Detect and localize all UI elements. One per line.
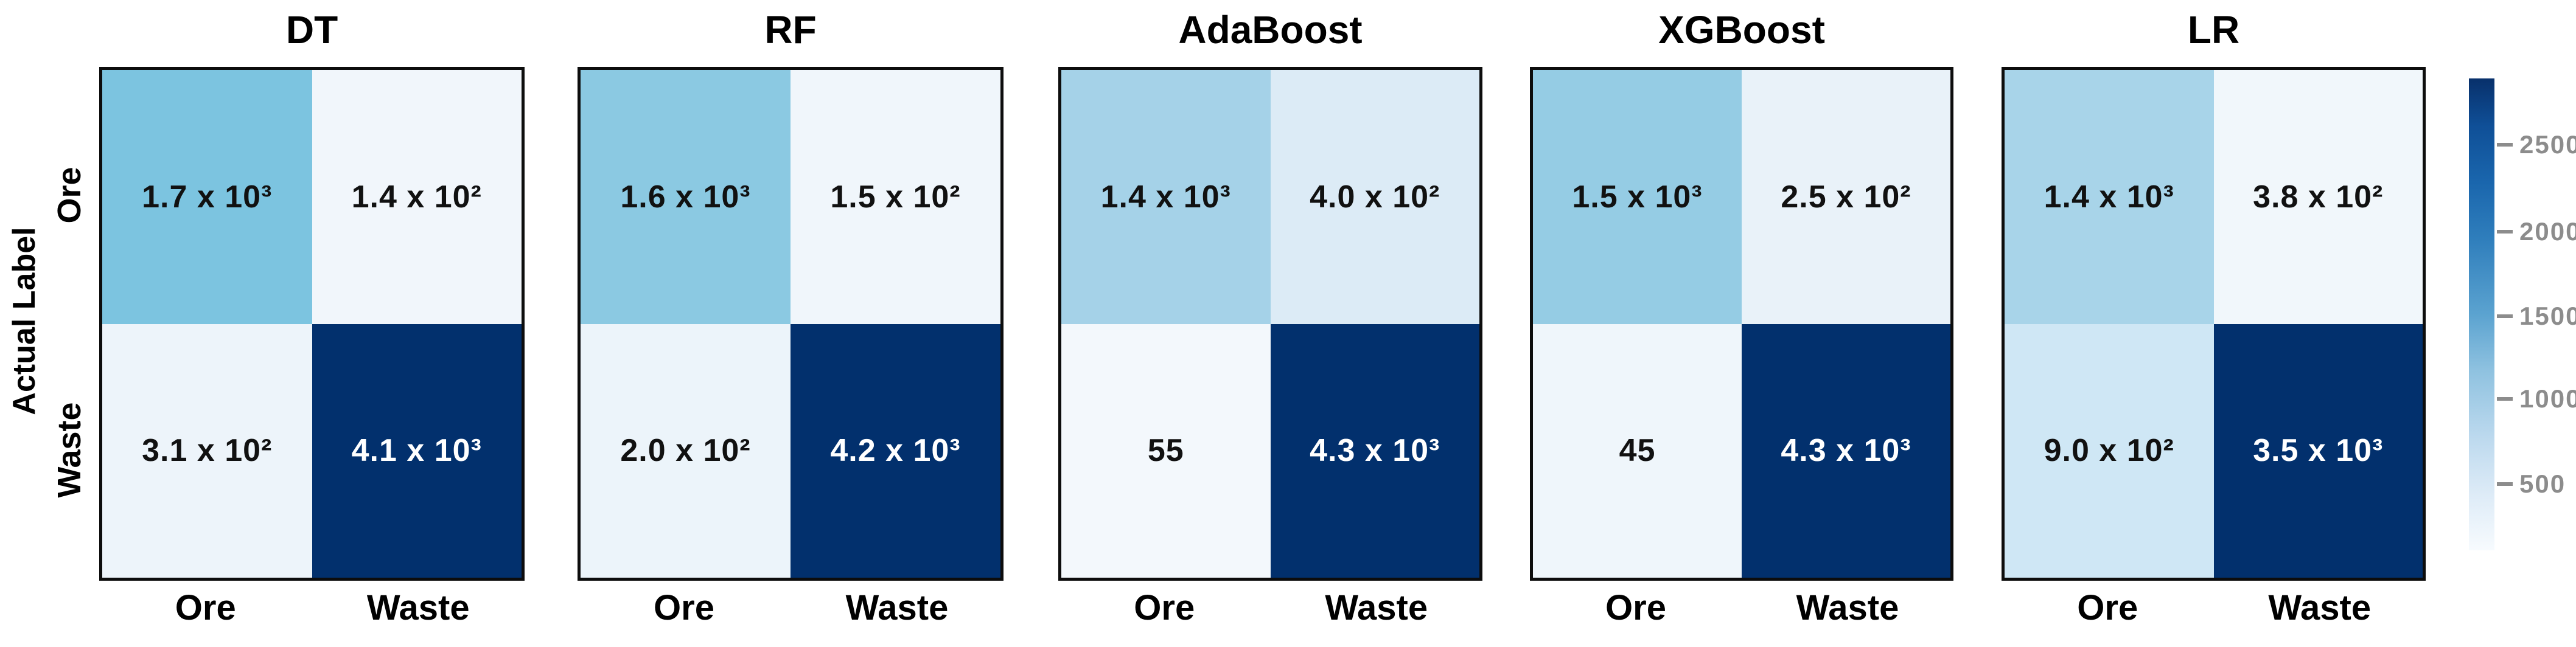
matrix-cell: 3.5 x 10³ <box>2213 324 2423 578</box>
colorbar-tick-mark <box>2497 314 2513 318</box>
matrix-adaboost: 1.4 x 10³ 4.0 x 10² 55 4.3 x 10³ <box>1058 67 1482 581</box>
panel-title: RF <box>764 8 817 52</box>
panel-dt: DT 1.7 x 10³ 1.4 x 10² 3.1 x 10² 4.1 x 1… <box>99 0 525 647</box>
matrix-cell: 3.1 x 10² <box>102 324 312 578</box>
colorbar-tick-mark <box>2497 482 2513 486</box>
colorbar-tick-mark <box>2497 143 2513 147</box>
matrix-cell: 4.2 x 10³ <box>791 324 1000 578</box>
matrix-cell: 1.7 x 10³ <box>102 70 312 324</box>
colorbar-tick-label: 500 <box>2519 469 2566 498</box>
x-tick-waste: Waste <box>366 588 470 628</box>
panel-xgboost: XGBoost 1.5 x 10³ 2.5 x 10² 45 4.3 x 10³… <box>1530 0 1953 647</box>
x-tick-waste: Waste <box>1325 588 1428 628</box>
x-tick-ore: Ore <box>2077 588 2138 628</box>
x-tick-waste: Waste <box>845 588 949 628</box>
matrix-rf: 1.6 x 10³ 1.5 x 10² 2.0 x 10² 4.2 x 10³ <box>578 67 1004 581</box>
x-tick-waste: Waste <box>1796 588 1899 628</box>
panel-title: XGBoost <box>1658 8 1825 52</box>
matrix-cell: 2.0 x 10² <box>581 324 791 578</box>
panel-title: LR <box>2187 8 2240 52</box>
matrix-cell: 1.4 x 10² <box>312 70 522 324</box>
colorbar-tick-label: 1000 <box>2519 384 2576 413</box>
matrix-cell: 1.6 x 10³ <box>581 70 791 324</box>
matrix-cell: 1.5 x 10³ <box>1533 70 1742 324</box>
x-tick-ore: Ore <box>1134 588 1195 628</box>
matrix-cell: 55 <box>1061 324 1271 578</box>
y-tick-ore: Ore <box>51 167 88 224</box>
matrix-cell: 2.5 x 10² <box>1742 70 1950 324</box>
y-axis-label: Actual Label <box>7 227 42 415</box>
matrix-cell: 1.4 x 10³ <box>1061 70 1271 324</box>
matrix-cell: 4.3 x 10³ <box>1742 324 1950 578</box>
x-tick-ore: Ore <box>654 588 714 628</box>
colorbar-tick-mark <box>2497 397 2513 401</box>
panel-title: DT <box>285 8 338 52</box>
matrix-cell: 1.5 x 10² <box>791 70 1000 324</box>
matrix-dt: 1.7 x 10³ 1.4 x 10² 3.1 x 10² 4.1 x 10³ <box>99 67 525 581</box>
panel-title: AdaBoost <box>1178 8 1363 52</box>
colorbar-tick-label: 2000 <box>2519 217 2576 246</box>
colorbar-tick-label: 1500 <box>2519 302 2576 330</box>
colorbar-tick-mark <box>2497 230 2513 234</box>
matrix-cell: 4.3 x 10³ <box>1270 324 1479 578</box>
panel-adaboost: AdaBoost 1.4 x 10³ 4.0 x 10² 55 4.3 x 10… <box>1058 0 1482 647</box>
matrix-cell: 3.8 x 10² <box>2213 70 2423 324</box>
colorbar-gradient <box>2469 78 2494 550</box>
panel-lr: LR 1.4 x 10³ 3.8 x 10² 9.0 x 10² 3.5 x 1… <box>2002 0 2426 647</box>
matrix-cell: 4.1 x 10³ <box>312 324 522 578</box>
matrix-cell: 4.0 x 10² <box>1270 70 1479 324</box>
matrix-cell: 45 <box>1533 324 1742 578</box>
y-tick-waste: Waste <box>51 402 88 498</box>
matrix-lr: 1.4 x 10³ 3.8 x 10² 9.0 x 10² 3.5 x 10³ <box>2002 67 2426 581</box>
matrix-cell: 9.0 x 10² <box>2005 324 2214 578</box>
matrix-cell: 1.4 x 10³ <box>2005 70 2214 324</box>
x-tick-waste: Waste <box>2268 588 2372 628</box>
colorbar-tick-label: 2500 <box>2519 130 2576 159</box>
matrix-xgboost: 1.5 x 10³ 2.5 x 10² 45 4.3 x 10³ <box>1530 67 1953 581</box>
x-tick-ore: Ore <box>175 588 236 628</box>
x-tick-ore: Ore <box>1605 588 1666 628</box>
panel-rf: RF 1.6 x 10³ 1.5 x 10² 2.0 x 10² 4.2 x 1… <box>578 0 1004 647</box>
